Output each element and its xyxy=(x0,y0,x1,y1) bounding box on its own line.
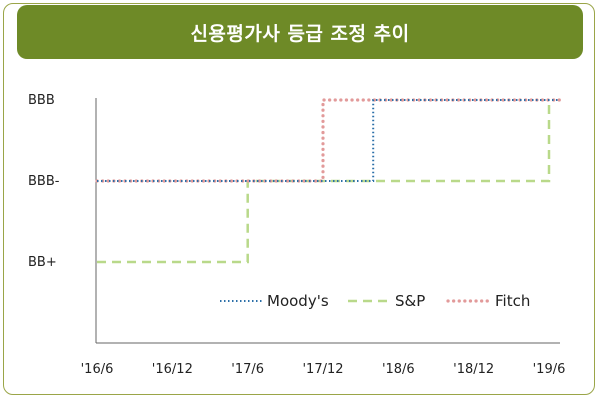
x-tick-label: '18/6 xyxy=(382,362,415,377)
legend-label: Fitch xyxy=(495,292,530,310)
series-layer xyxy=(95,98,562,264)
x-tick-label: '16/6 xyxy=(81,362,114,377)
y-tick-label: BB+ xyxy=(28,255,57,270)
x-tick-label: '19/6 xyxy=(533,362,566,377)
title-bar: 신용평가사 등급 조정 추이 xyxy=(17,5,583,59)
series-line-fitch xyxy=(95,98,562,183)
x-tick-labels: '16/6 '16/12 '17/6 '17/12 '18/6 '18/12 '19/6 xyxy=(81,362,566,377)
x-tick-label: '17/6 xyxy=(231,362,264,377)
chart-title: 신용평가사 등급 조정 추이 xyxy=(190,22,410,45)
x-tick-label: '16/12 xyxy=(152,362,193,377)
legend-label: S&P xyxy=(395,292,425,310)
y-tick-labels: BB+ BBB- BBB xyxy=(28,93,60,270)
y-tick-label: BBB- xyxy=(28,174,60,189)
x-tick-label: '17/12 xyxy=(302,362,343,377)
series-line-moodys xyxy=(97,99,560,182)
chart-frame xyxy=(3,3,595,395)
legend: Moody's S&P Fitch xyxy=(220,292,530,310)
x-tick-label: '18/12 xyxy=(453,362,494,377)
legend-label: Moody's xyxy=(267,292,329,310)
y-tick-label: BBB xyxy=(28,93,55,108)
